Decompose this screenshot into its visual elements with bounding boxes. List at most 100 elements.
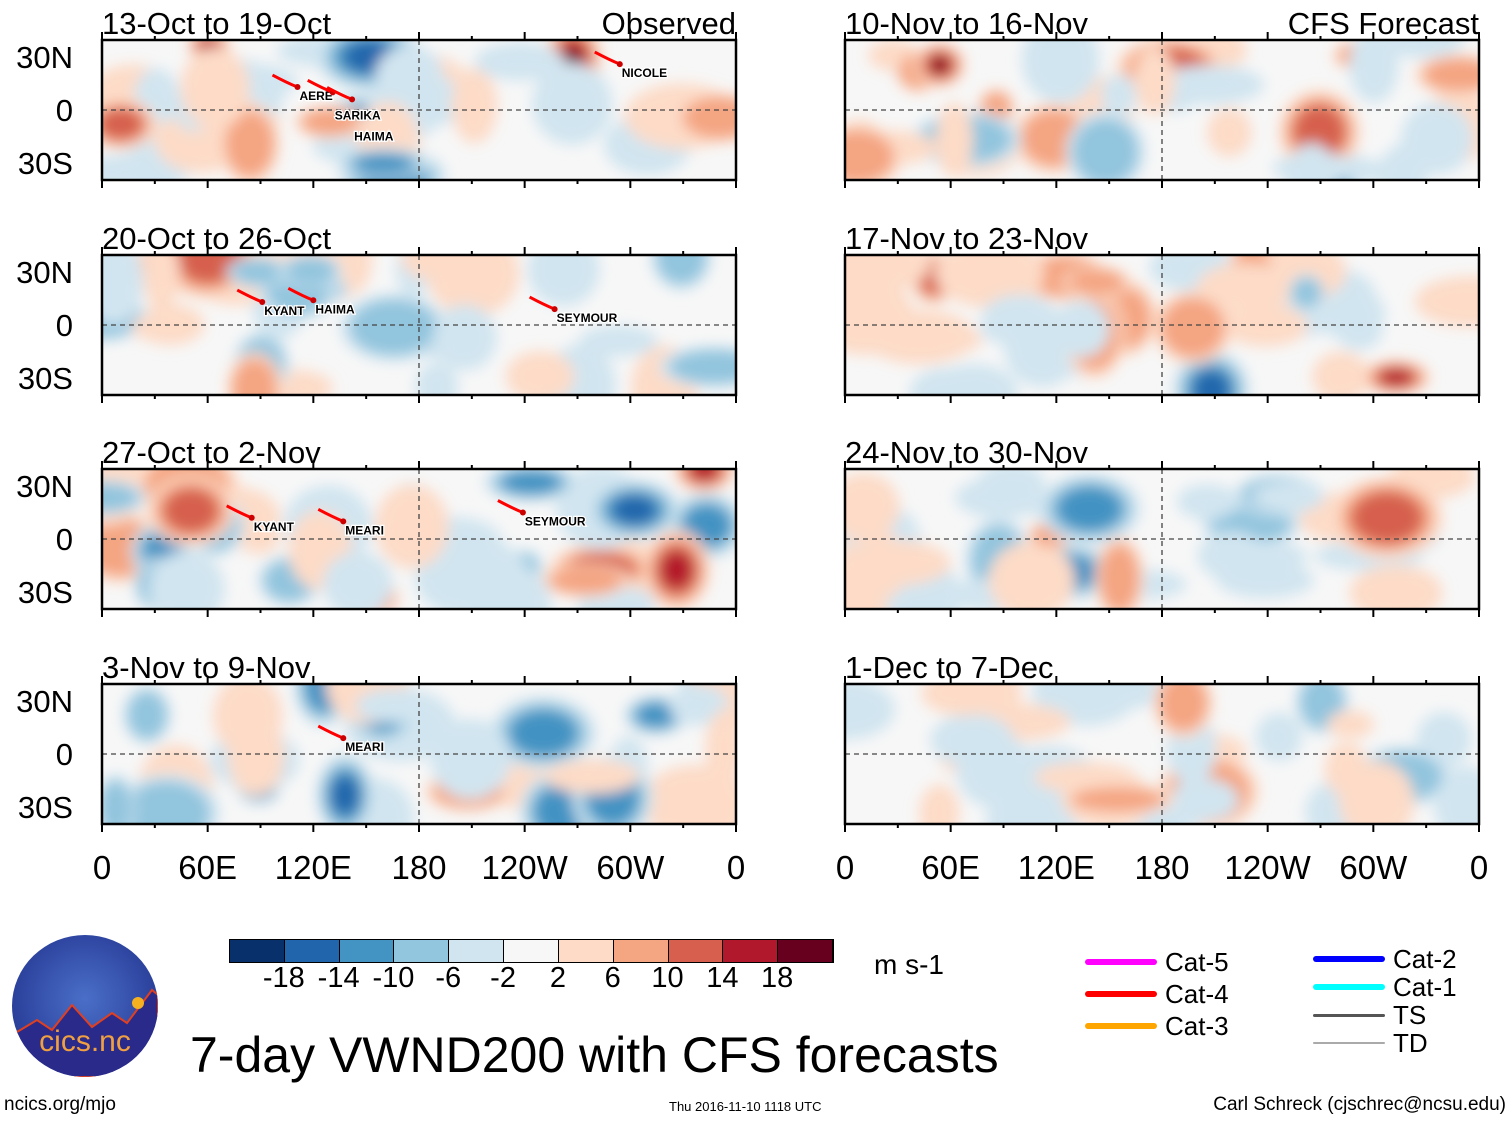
cics-logo: cics.nc	[12, 935, 158, 1077]
colorbar-swatch	[723, 940, 779, 962]
storm-label: HAIMA	[354, 129, 394, 143]
legend-item-td: TD	[1313, 1030, 1428, 1056]
colorbar-unit: m s-1	[874, 949, 944, 980]
lat-label: 30S	[18, 790, 73, 825]
storm-label: HAIMA	[315, 302, 355, 316]
wind-anomaly-field	[102, 469, 736, 609]
panel-title: 20-Oct to 26-Oct	[102, 221, 332, 256]
colorbar-swatch	[504, 940, 559, 962]
footer-timestamp: Thu 2016-11-10 1118 UTC	[669, 1099, 822, 1114]
legend-label: Cat-2	[1393, 944, 1457, 974]
colorbar-tick-label: 14	[706, 962, 739, 994]
panel-title: 24-Nov to 30-Nov	[845, 435, 1088, 470]
lat-label: 0	[56, 308, 73, 343]
lon-label: 0	[836, 849, 854, 886]
colorbar-tick-label: 2	[549, 962, 566, 994]
colorbar-swatch	[613, 940, 669, 962]
lat-label: 30N	[16, 255, 73, 290]
map-panel: 13-Oct to 19-Oct Observed 30N 0 30S AERESARIK…	[16, 6, 738, 188]
colorbar-swatch	[230, 940, 285, 962]
storm-label: KYANT	[264, 304, 305, 318]
figure-title: 7-day VWND200 with CFS forecasts	[190, 1027, 999, 1083]
lon-label: 180	[1134, 849, 1189, 886]
storm-marker	[616, 61, 623, 68]
storm-label: NICOLE	[622, 66, 667, 80]
legend-line-icon	[1313, 1013, 1385, 1017]
legend-label: Cat-4	[1165, 979, 1229, 1009]
lon-label: 0	[93, 849, 111, 886]
lat-label: 30N	[16, 469, 73, 504]
lon-label: 60W	[1339, 849, 1408, 886]
column-label: Observed	[602, 6, 736, 41]
colorbar-swatch	[339, 940, 395, 962]
map-panel: 1-Dec to 7-Dec	[843, 650, 1481, 832]
storm-marker	[551, 306, 558, 313]
lon-label: 120W	[1225, 849, 1312, 886]
legend-line-icon	[1313, 984, 1385, 990]
lon-label: 0	[727, 849, 745, 886]
panel-title: 1-Dec to 7-Dec	[845, 650, 1053, 685]
colorbar-tick-label: 6	[604, 962, 621, 994]
map-panel: 24-Nov to 30-Nov	[843, 435, 1481, 617]
legend-label: TD	[1393, 1028, 1428, 1058]
lat-label: 30S	[18, 361, 73, 396]
colorbar-tick-label: -2	[490, 962, 516, 994]
wind-anomaly-field	[845, 684, 1479, 824]
lon-label: 120E	[1018, 849, 1095, 886]
map-panel: 17-Nov to 23-Nov	[843, 221, 1481, 403]
lat-label: 0	[56, 737, 73, 772]
legend-item-cat-3: Cat-3	[1085, 1013, 1229, 1039]
colorbar-tick-label: 18	[761, 962, 794, 994]
map-panels: 13-Oct to 19-Oct Observed 30N 0 30S AERESARIK…	[16, 6, 1488, 886]
storm-label: SARIKA	[335, 108, 381, 122]
legend-label: Cat-5	[1165, 947, 1229, 977]
colorbar-swatch	[778, 940, 833, 962]
storm-label: AERE	[299, 89, 332, 103]
legend-line-icon	[1313, 956, 1385, 962]
colorbar-tick-label: 10	[651, 962, 684, 994]
lat-label: 30S	[18, 575, 73, 610]
map-panel: 27-Oct to 2-Nov 30N 0 30S KYANT MEARI SEYMOUR	[16, 435, 738, 617]
storm-label: MEARI	[345, 523, 384, 537]
panel-title: 10-Nov to 16-Nov	[845, 6, 1088, 41]
colorbar-tick-label: -6	[435, 962, 462, 994]
storm-marker	[259, 299, 266, 306]
map-panel: 10-Nov to 16-Nov CFS Forecast	[843, 6, 1481, 188]
colorbar-swatch	[284, 940, 340, 962]
storm-marker	[294, 84, 301, 91]
colorbar-swatch	[668, 940, 724, 962]
legend-line-icon	[1085, 959, 1157, 965]
panel-title: 17-Nov to 23-Nov	[845, 221, 1088, 256]
map-panel: 20-Oct to 26-Oct 30N 0 30S KYANT HAIMA SEYMOUR	[16, 221, 738, 403]
lat-label: 0	[56, 522, 73, 557]
wind-anomaly-field	[845, 40, 1479, 180]
lon-label: 60W	[596, 849, 665, 886]
storm-label: SEYMOUR	[557, 311, 618, 325]
storm-marker	[248, 514, 255, 521]
colorbar-tick-label: -10	[372, 962, 415, 994]
lat-label: 30N	[16, 40, 73, 75]
footer-author: Carl Schreck (cjschrec@ncsu.edu)	[1213, 1094, 1506, 1115]
legend-line-icon	[1085, 991, 1157, 997]
legend-item-cat-1: Cat-1	[1313, 974, 1457, 1000]
colorbar-tick-label: -18	[262, 962, 305, 994]
lat-label: 0	[56, 93, 73, 128]
wind-anomaly-field	[102, 684, 736, 824]
storm-marker	[340, 518, 347, 525]
lon-label: 120W	[482, 849, 569, 886]
map-panel: 3-Nov to 9-Nov 30N 0 30S MEARI	[16, 650, 738, 832]
legend-item-cat-4: Cat-4	[1085, 981, 1229, 1007]
legend-item-cat-5: Cat-5	[1085, 949, 1229, 975]
colorbar-tick-label: -14	[317, 962, 360, 994]
lon-label: 0	[1470, 849, 1488, 886]
colorbar	[229, 939, 834, 963]
storm-marker	[340, 735, 347, 742]
column-label: CFS Forecast	[1288, 6, 1480, 41]
storm-marker	[519, 509, 526, 516]
lon-label: 180	[391, 849, 446, 886]
wind-anomaly-field	[102, 255, 736, 395]
logo-text: cics.nc	[39, 1025, 131, 1058]
wind-anomaly-field	[845, 469, 1476, 609]
wind-anomaly-field	[845, 255, 1479, 395]
panel-title: 27-Oct to 2-Nov	[102, 435, 321, 470]
